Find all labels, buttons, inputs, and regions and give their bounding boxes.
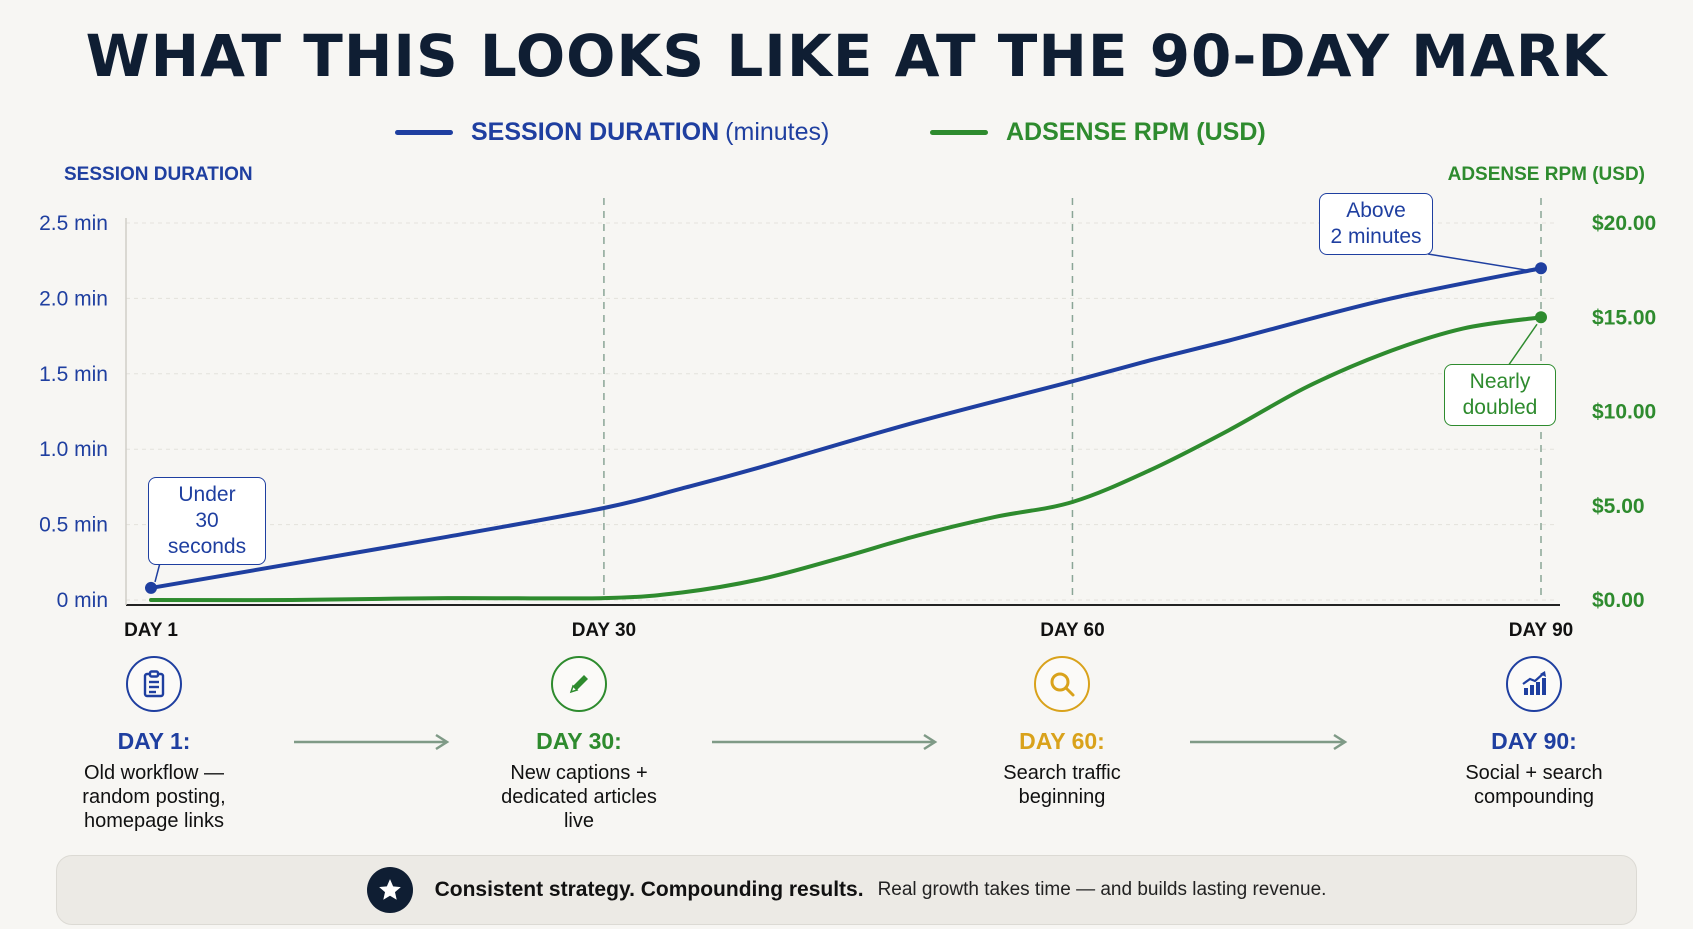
callout-line: 2 minutes (1330, 225, 1422, 248)
legend-swatch-rpm (930, 129, 988, 135)
milestone-description: Old workflow — random posting, homepage … (24, 761, 284, 833)
x-tick-label: DAY 90 (1509, 620, 1573, 641)
milestone-heading: DAY 60: (1019, 728, 1105, 754)
right-tick-label: $10.00 (1592, 401, 1656, 424)
milestone-line: random posting, (82, 786, 226, 808)
left-tick-label: 2.0 min (39, 287, 108, 310)
left-tick-label: 0 min (57, 589, 108, 612)
left-tick-label: 1.5 min (39, 363, 108, 386)
star-icon (366, 867, 413, 913)
milestone-heading: DAY 1: (117, 728, 191, 754)
legend-swatch-session (395, 129, 453, 135)
series-point-session (1535, 262, 1547, 275)
callout-line: Under (178, 483, 236, 506)
right-tick-label: $15.00 (1592, 306, 1656, 329)
callout-line: Above (1346, 199, 1406, 222)
callout-leader (1427, 253, 1534, 272)
right-tick-label: $5.00 (1592, 495, 1645, 518)
series-line-session (149, 266, 1543, 590)
legend-label-rpm: ADSENSE RPM (USD) (1006, 117, 1266, 146)
milestone-line: compounding (1473, 786, 1595, 808)
series-point-session (145, 581, 157, 594)
callout-leader (1507, 323, 1538, 367)
legend-label-session: SESSION DURATION (471, 117, 720, 146)
milestone-line: Search traffic (1003, 762, 1121, 784)
left-tick-label: 2.5 min (39, 212, 108, 235)
milestone-line: New captions + (510, 762, 648, 784)
milestone-day-30: DAY 30: New captions + dedicated article… (449, 656, 709, 833)
banner-headline: Consistent strategy. Compounding results… (434, 878, 864, 901)
milestone-description: Social + search compounding (1404, 761, 1664, 809)
x-tick-label: DAY 1 (124, 620, 178, 641)
page-title: WHAT THIS LOOKS LIKE AT THE 90-DAY MARK (85, 22, 1608, 90)
milestone-day-60: DAY 60: Search traffic beginning (932, 656, 1192, 809)
milestone-heading: DAY 30: (536, 728, 622, 754)
growth-chart-icon (1506, 656, 1562, 712)
left-axis-title: SESSION DURATION (64, 164, 253, 185)
clipboard-icon (126, 656, 182, 712)
right-axis-title: ADSENSE RPM (USD) (1447, 164, 1645, 185)
legend-item-session: SESSION DURATION (minutes) (395, 112, 829, 152)
right-tick-label: $20.00 (1592, 212, 1656, 235)
line-chart: 0 min 0.5 min 1.0 min 1.5 min 2.0 min 2.5 min… (39, 198, 1656, 641)
milestone-day-90: DAY 90: Social + search compounding (1404, 656, 1664, 809)
callout-under-30-seconds: Under 30 seconds (148, 477, 266, 565)
left-tick-label: 1.0 min (39, 438, 108, 461)
callout-line: doubled (1462, 396, 1538, 419)
right-tick-label: $0.00 (1592, 589, 1645, 612)
milestone-line: Old workflow — (83, 762, 225, 784)
progress-arrow-icon (1190, 733, 1348, 751)
magnifier-icon (1034, 656, 1090, 712)
left-tick-label: 0.5 min (39, 514, 108, 537)
pencil-icon (551, 656, 607, 712)
milestone-heading: DAY 90: (1491, 728, 1577, 754)
legend-item-rpm: ADSENSE RPM (USD) (930, 112, 1266, 152)
milestone-description: Search traffic beginning (932, 761, 1192, 809)
summary-banner: Consistent strategy. Compounding results… (56, 855, 1637, 925)
milestone-line: homepage links (83, 810, 225, 832)
series-line-rpm (149, 315, 1543, 603)
milestone-line: Social + search (1465, 762, 1603, 784)
x-tick-label: DAY 30 (572, 620, 636, 641)
series-point-rpm (1535, 311, 1547, 324)
milestone-day-1: DAY 1: Old workflow — random posting, ho… (24, 656, 284, 833)
milestone-line: live (563, 810, 594, 832)
callout-above-2-minutes: Above 2 minutes (1319, 193, 1433, 255)
milestone-description: New captions + dedicated articles live (449, 761, 709, 833)
callout-line: Nearly (1469, 370, 1531, 393)
progress-arrow-icon (294, 733, 450, 751)
callout-line: 30 seconds (167, 509, 247, 558)
banner-text: Real growth takes time — and builds last… (877, 879, 1327, 900)
milestone-line: beginning (1018, 786, 1106, 808)
callout-nearly-doubled: Nearly doubled (1444, 364, 1556, 426)
chart-legend: SESSION DURATION (minutes) ADSENSE RPM (… (0, 112, 1693, 152)
x-tick-label: DAY 60 (1040, 620, 1104, 641)
milestone-line: dedicated articles (501, 786, 657, 808)
legend-unit-session: (minutes) (725, 117, 830, 146)
progress-arrow-icon (712, 733, 938, 751)
